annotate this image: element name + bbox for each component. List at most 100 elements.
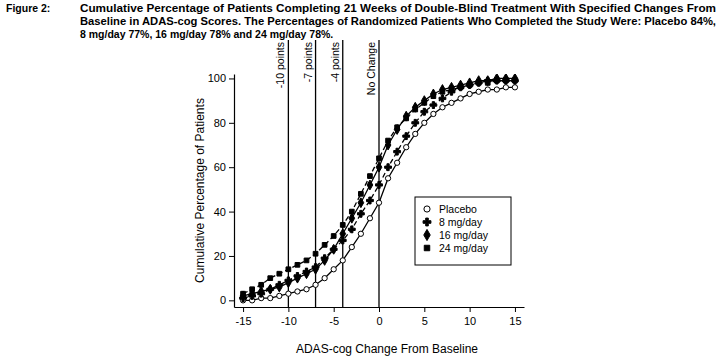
- tick-mark: [424, 307, 425, 312]
- tick: -5: [329, 307, 339, 327]
- legend-label: 8 mg/day: [439, 216, 483, 228]
- marker: [404, 116, 409, 121]
- marker: [313, 251, 318, 256]
- marker: [502, 77, 509, 84]
- marker: [322, 255, 328, 265]
- marker: [376, 182, 383, 189]
- marker: [286, 291, 291, 296]
- marker: [458, 85, 463, 90]
- marker: [476, 81, 481, 86]
- marker: [421, 96, 427, 106]
- marker: [331, 244, 337, 254]
- marker: [359, 191, 364, 196]
- legend-marker: [424, 245, 429, 250]
- marker: [485, 81, 490, 86]
- marker: [367, 180, 373, 190]
- marker: [494, 78, 499, 83]
- marker: [431, 111, 436, 116]
- tick-mark: [470, 307, 471, 312]
- legend-label: 16 mg/day: [439, 229, 489, 241]
- marker: [367, 216, 372, 221]
- marker: [467, 83, 472, 88]
- marker: [431, 89, 437, 99]
- marker: [476, 89, 481, 94]
- marker: [277, 271, 282, 276]
- marker: [286, 278, 292, 288]
- legend-marker: [424, 229, 430, 240]
- marker: [422, 120, 427, 125]
- marker: [412, 102, 418, 112]
- marker: [304, 269, 310, 279]
- tick-mark: [379, 307, 380, 312]
- tick-mark: [243, 307, 244, 312]
- marker: [394, 148, 401, 155]
- tick-label: -10: [281, 315, 297, 327]
- marker: [494, 74, 500, 83]
- tick-mark: [229, 256, 234, 257]
- marker: [295, 273, 301, 283]
- marker: [440, 85, 446, 95]
- marker: [421, 108, 428, 115]
- marker: [331, 234, 336, 239]
- reference-lines: -10 points-7 points-4 pointsNo Change: [274, 40, 379, 307]
- marker: [259, 282, 264, 287]
- marker: [340, 229, 346, 239]
- title-line: Baseline in ADAS-cog Scores. The Percent…: [80, 15, 716, 27]
- marker: [250, 287, 255, 292]
- marker: [439, 95, 446, 102]
- marker: [404, 145, 409, 150]
- marker: [403, 111, 409, 121]
- tick-mark: [229, 123, 234, 124]
- marker: [367, 197, 374, 204]
- tick-mark: [229, 78, 234, 79]
- marker: [349, 244, 354, 249]
- reference-label: No Change: [365, 42, 377, 95]
- tick-label: 40: [214, 206, 226, 218]
- marker: [466, 82, 473, 89]
- marker: [240, 291, 246, 301]
- tick: 40: [214, 206, 234, 218]
- marker: [413, 107, 418, 112]
- marker: [512, 85, 517, 90]
- marker: [340, 258, 345, 263]
- legend-marker: [423, 218, 431, 226]
- tick-label: 0: [220, 294, 226, 306]
- series-line: [243, 78, 515, 295]
- tick: 20: [214, 250, 234, 262]
- marker: [512, 77, 519, 84]
- marker: [494, 87, 499, 92]
- tick: 100: [208, 72, 234, 84]
- marker: [485, 87, 490, 92]
- legend-label: Placebo: [439, 203, 477, 215]
- chart: Figure 2:Cumulative Percentage of Patien…: [0, 0, 725, 363]
- marker: [295, 262, 300, 267]
- tick-mark: [229, 212, 234, 213]
- reference-label: -10 points: [274, 42, 286, 88]
- marker: [457, 84, 464, 91]
- marker: [349, 209, 354, 214]
- tick: 0: [376, 307, 382, 327]
- marker: [340, 223, 345, 228]
- tick-label: 5: [422, 315, 428, 327]
- tick-mark: [288, 307, 289, 312]
- reference-label: -4 points: [329, 42, 341, 82]
- series-line: [243, 87, 515, 300]
- tick-label: 60: [214, 161, 226, 173]
- marker: [394, 160, 399, 165]
- tick: -10: [281, 307, 297, 327]
- marker: [322, 276, 327, 281]
- tick: 15: [509, 307, 521, 327]
- marker: [467, 91, 472, 96]
- marker: [304, 287, 309, 292]
- marker: [485, 76, 491, 86]
- marker: [276, 282, 282, 292]
- marker: [358, 231, 363, 236]
- marker: [258, 287, 264, 297]
- marker: [412, 119, 419, 126]
- marker: [394, 125, 400, 135]
- marker: [376, 162, 382, 172]
- tick-mark: [229, 300, 234, 301]
- marker: [348, 226, 355, 233]
- marker: [368, 174, 373, 179]
- x-axis: -15-10-5051015: [235, 307, 525, 327]
